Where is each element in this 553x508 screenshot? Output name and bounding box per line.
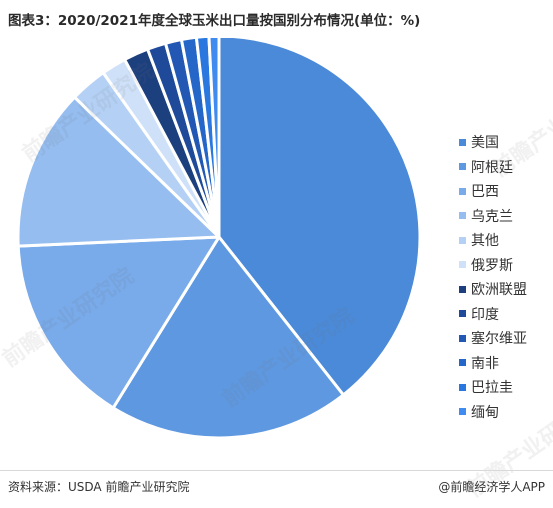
- legend-label: 缅甸: [471, 404, 499, 421]
- legend-label: 阿根廷: [471, 159, 513, 176]
- legend-swatch: [459, 261, 466, 269]
- legend-label: 巴拉圭: [471, 380, 513, 397]
- chart-title: 图表3：2020/2021年度全球玉米出口量按国别分布情况(单位：%): [8, 13, 421, 29]
- legend-swatch: [459, 359, 466, 367]
- legend-item: 巴西: [459, 179, 527, 204]
- pie-chart: [16, 38, 422, 440]
- chart-area: 美国阿根廷巴西乌克兰其他俄罗斯欧洲联盟印度塞尔维亚南非巴拉圭缅甸: [0, 38, 553, 470]
- pie-slice-1: [111, 235, 345, 440]
- pie-slice-2: [16, 235, 221, 410]
- pie-slice-11: [207, 38, 221, 239]
- legend-swatch: [459, 236, 466, 244]
- legend-swatch: [459, 383, 466, 391]
- legend-item: 塞尔维亚: [459, 326, 527, 351]
- pie-slice-9: [179, 38, 221, 239]
- legend-label: 乌克兰: [471, 208, 513, 225]
- pie-slice-3: [16, 95, 221, 248]
- legend-swatch: [459, 285, 466, 293]
- legend-item: 乌克兰: [459, 204, 527, 229]
- legend-swatch: [459, 310, 466, 318]
- legend-label: 俄罗斯: [471, 257, 513, 274]
- legend-label: 欧洲联盟: [471, 282, 527, 299]
- brand-credit: @前瞻经济学人APP: [438, 480, 545, 494]
- legend-swatch: [459, 163, 466, 171]
- legend-item: 巴拉圭: [459, 375, 527, 400]
- legend: 美国阿根廷巴西乌克兰其他俄罗斯欧洲联盟印度塞尔维亚南非巴拉圭缅甸: [459, 130, 527, 424]
- legend-item: 阿根廷: [459, 155, 527, 180]
- legend-swatch: [459, 187, 466, 195]
- legend-item: 缅甸: [459, 400, 527, 425]
- legend-label: 其他: [471, 233, 499, 250]
- legend-item: 印度: [459, 302, 527, 327]
- legend-swatch: [459, 334, 466, 342]
- legend-item: 欧洲联盟: [459, 277, 527, 302]
- pie-slice-0: [217, 38, 422, 397]
- legend-label: 塞尔维亚: [471, 331, 527, 348]
- legend-label: 印度: [471, 306, 499, 323]
- legend-item: 美国: [459, 130, 527, 155]
- legend-item: 其他: [459, 228, 527, 253]
- pie-slice-10: [194, 38, 221, 239]
- source-note: 资料来源：USDA 前瞻产业研究院: [8, 480, 190, 494]
- legend-item: 南非: [459, 351, 527, 376]
- footer: 资料来源：USDA 前瞻产业研究院 @前瞻经济学人APP: [0, 470, 553, 508]
- legend-item: 俄罗斯: [459, 253, 527, 278]
- legend-label: 巴西: [471, 184, 499, 201]
- legend-swatch: [459, 408, 466, 416]
- legend-swatch: [459, 212, 466, 220]
- legend-swatch: [459, 138, 466, 146]
- legend-label: 南非: [471, 355, 499, 372]
- legend-label: 美国: [471, 135, 499, 152]
